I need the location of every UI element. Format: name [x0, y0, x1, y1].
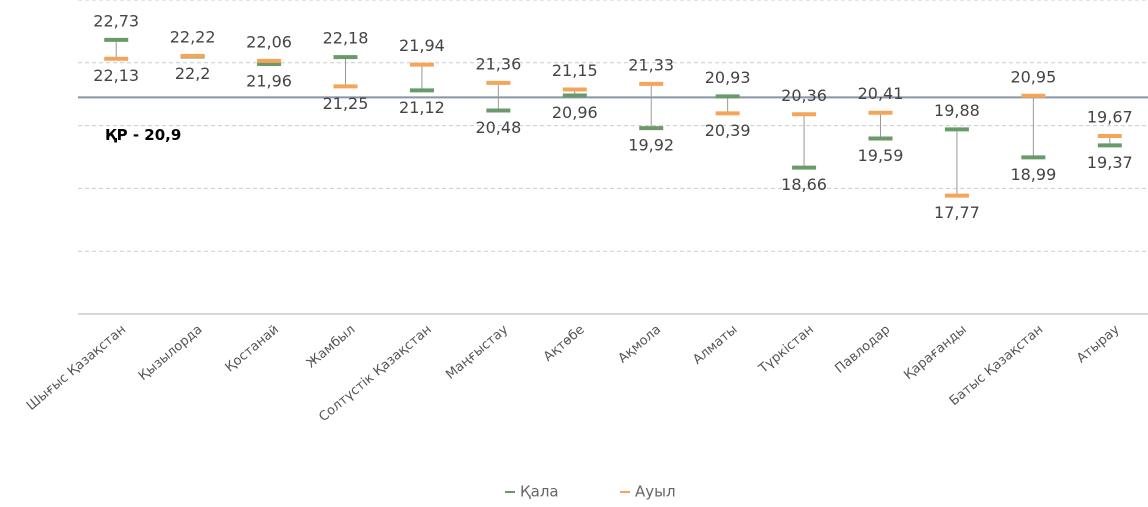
data-label: 20,95 [1010, 67, 1056, 86]
data-label: 20,48 [475, 118, 521, 137]
data-label: 21,15 [552, 61, 598, 80]
data-label: 22,2 [175, 64, 211, 83]
x-tick-label: Қарағанды [901, 322, 969, 383]
data-label: 20,93 [705, 68, 751, 87]
x-tick-label: Ақмола [615, 322, 664, 366]
data-label: 22,06 [246, 32, 292, 51]
data-label: 19,67 [1087, 107, 1133, 126]
x-tick-label: Алматы [690, 322, 740, 367]
data-label: 22,18 [323, 29, 369, 48]
data-label: 21,36 [475, 54, 521, 73]
data-label: 18,99 [1010, 165, 1056, 184]
data-label: 19,59 [858, 146, 904, 165]
data-label: 19,88 [934, 101, 980, 120]
data-label: 20,41 [858, 84, 904, 103]
data-label: 20,36 [781, 86, 827, 105]
x-tick-label: Жамбыл [304, 322, 358, 371]
data-label: 21,33 [628, 55, 674, 74]
reference-label: ҚР - 20,9 [105, 126, 181, 144]
x-tick-label: Маңғыстау [443, 322, 511, 383]
x-tick-label: Павлодар [832, 322, 893, 376]
x-tick-label: Ақтөбе [541, 322, 588, 365]
data-label: 20,39 [705, 121, 751, 140]
legend-label: Ауыл [635, 483, 676, 501]
data-label: 22,13 [93, 66, 139, 85]
data-label: 22,22 [170, 27, 216, 46]
x-tick-label: Шығыс Қазақстан [24, 322, 129, 414]
data-label: 21,96 [246, 72, 292, 91]
x-tick-label: Атырау [1074, 322, 1123, 366]
data-label: 19,92 [628, 136, 674, 155]
data-label: 21,94 [399, 36, 445, 55]
data-label: 21,12 [399, 98, 445, 117]
x-tick-label: Түркістан [756, 322, 817, 377]
data-label: 18,66 [781, 175, 827, 194]
data-label: 20,96 [552, 103, 598, 122]
data-label: 22,73 [93, 11, 139, 30]
data-label: 19,37 [1087, 153, 1133, 172]
legend-label: Қала [520, 483, 559, 501]
x-tick-label: Қостанай [223, 322, 282, 375]
data-label: 17,77 [934, 203, 980, 222]
data-label: 21,25 [323, 94, 369, 113]
x-tick-label: Қызылорда [136, 322, 206, 384]
